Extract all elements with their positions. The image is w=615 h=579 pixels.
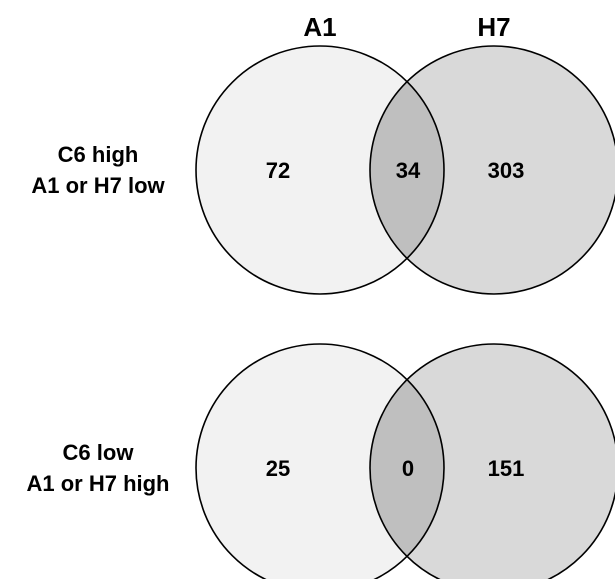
- row-label-bottom-line2: A1 or H7 high: [26, 471, 169, 496]
- venn-diagram-bottom: C6 low A1 or H7 high 25 0 151: [26, 343, 615, 579]
- circle-h7-top: [370, 46, 615, 294]
- row-label-top-line1: C6 high: [58, 142, 139, 167]
- circle-a1-top: [196, 46, 444, 294]
- count-h7-only-top: 303: [488, 158, 525, 183]
- circle-h7-top-outline: [369, 45, 615, 295]
- circle-h7-bottom-outline: [369, 343, 615, 579]
- venn-diagram-top: C6 high A1 or H7 low 72 34 303: [31, 45, 615, 295]
- count-a1-only-bottom: 25: [266, 456, 290, 481]
- circle-a1-top-outline: [195, 45, 445, 295]
- count-overlap-bottom: 0: [402, 456, 414, 481]
- row-label-top-line2: A1 or H7 low: [31, 173, 165, 198]
- count-h7-only-bottom: 151: [488, 456, 525, 481]
- row-label-bottom-line1: C6 low: [63, 440, 135, 465]
- count-overlap-top: 34: [396, 158, 421, 183]
- header-a1: A1: [303, 12, 336, 42]
- header-h7: H7: [477, 12, 510, 42]
- circle-a1-bottom-outline: [195, 343, 445, 579]
- count-a1-only-top: 72: [266, 158, 290, 183]
